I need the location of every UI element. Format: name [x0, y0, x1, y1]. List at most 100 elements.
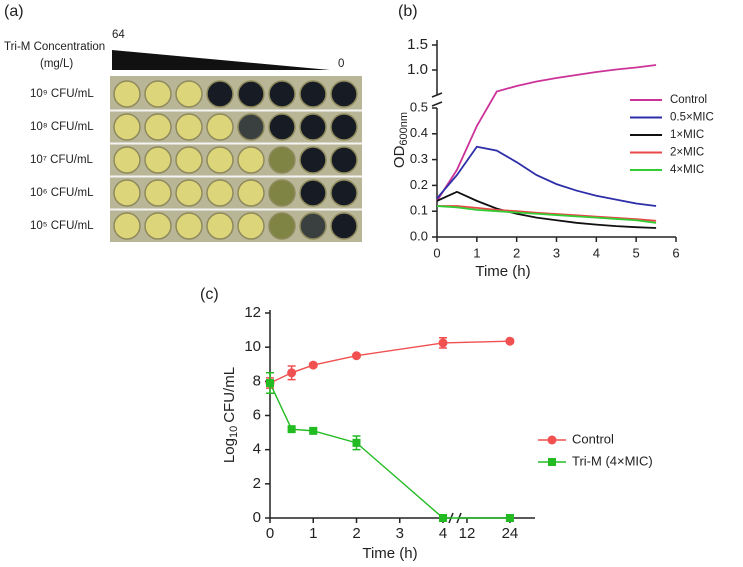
x-tick-label: 2 — [352, 525, 360, 542]
y-tick-label: 0.0 — [410, 228, 428, 243]
well — [299, 212, 327, 240]
y-axis-label-sub: 10 — [228, 426, 240, 438]
y-tick-label: 0.4 — [410, 125, 428, 140]
well — [268, 146, 296, 174]
legend-label: 2×MIC — [670, 147, 704, 159]
well — [113, 179, 141, 207]
panel-label: (a) — [4, 3, 24, 20]
well — [175, 146, 203, 174]
well — [330, 179, 358, 207]
marker — [505, 336, 515, 346]
well — [144, 146, 172, 174]
y-tick-label: 0.3 — [410, 151, 428, 166]
x-tick-label: 3 — [553, 245, 560, 260]
y-tick-label: 4 — [253, 441, 261, 458]
x-tick-label: 1 — [309, 525, 317, 542]
y-tick-label: 8 — [253, 372, 261, 389]
y-tick-label: 0.5 — [410, 99, 428, 114]
well — [113, 146, 141, 174]
gradient-wedge — [112, 50, 330, 70]
y-axis-label-sub: 600nm — [398, 112, 410, 146]
well — [175, 80, 203, 108]
y-axis-label: Log10 CFU/mL — [221, 367, 240, 463]
x-tick-label: 2 — [513, 245, 520, 260]
well — [330, 146, 358, 174]
y-tick-label: 2 — [253, 475, 261, 492]
well — [175, 179, 203, 207]
x-tick-label: 3 — [396, 525, 404, 542]
well — [113, 80, 141, 108]
well — [268, 80, 296, 108]
well — [144, 179, 172, 207]
well — [144, 212, 172, 240]
concentration-low: 0 — [338, 58, 344, 70]
marker — [438, 338, 448, 348]
well — [206, 146, 234, 174]
y-axis-label-main: Log — [221, 438, 238, 463]
well — [299, 80, 327, 108]
x-tick-label: 0 — [433, 245, 440, 260]
well — [268, 179, 296, 207]
well — [299, 146, 327, 174]
y-tick-label: 1.0 — [407, 61, 428, 78]
row-label: 10⁹ CFU/mL — [30, 88, 94, 100]
legend-marker — [548, 458, 556, 466]
y-axis-label-rest: CFU/mL — [221, 367, 238, 423]
legend-label: 1×MIC — [670, 129, 704, 141]
x-tick-label: 6 — [672, 245, 679, 260]
well — [206, 80, 234, 108]
x-tick-label: 4 — [439, 525, 447, 542]
well — [113, 113, 141, 141]
x-axis-label: Time (h) — [475, 263, 530, 280]
well — [237, 179, 265, 207]
series-line — [436, 64, 657, 202]
axis-break — [431, 101, 443, 107]
x-tick-label: 5 — [633, 245, 640, 260]
legend-label: Control — [572, 431, 614, 446]
marker — [266, 379, 274, 388]
y-tick-label: 1.5 — [407, 36, 428, 53]
concentration-high: 64 — [112, 29, 125, 41]
series-line — [437, 205, 657, 222]
row-label: 10⁵ CFU/mL — [30, 220, 94, 232]
y-tick-label: 0 — [253, 509, 261, 526]
well — [206, 179, 234, 207]
marker — [505, 514, 514, 522]
concentration-label: Tri-M Concentration — [4, 41, 105, 53]
y-tick-label: 0.1 — [410, 203, 428, 218]
well — [330, 80, 358, 108]
marker — [287, 368, 297, 378]
marker — [287, 425, 296, 434]
well — [268, 212, 296, 240]
well — [330, 212, 358, 240]
well — [237, 113, 265, 141]
marker — [439, 514, 447, 522]
legend-label: Tri-M (4×MIC) — [572, 453, 653, 468]
well — [268, 113, 296, 141]
well — [175, 212, 203, 240]
row-label: 10⁷ CFU/mL — [30, 154, 94, 166]
marker — [309, 426, 318, 435]
panel-label: (c) — [200, 286, 219, 303]
y-axis-label: OD600nm — [391, 112, 410, 168]
well — [206, 113, 234, 141]
well — [299, 179, 327, 207]
marker — [352, 438, 361, 447]
plate-wells — [110, 80, 362, 240]
axis-break — [431, 92, 443, 98]
y-tick-label: 0.2 — [410, 177, 428, 192]
well — [330, 113, 358, 141]
x-tick-label: 12 — [459, 525, 476, 542]
y-axis-label-main: OD — [391, 145, 408, 168]
well — [175, 113, 203, 141]
series-line — [269, 382, 510, 519]
well — [237, 146, 265, 174]
panel-label: (b) — [398, 3, 418, 20]
row-label: 10⁶ CFU/mL — [30, 187, 94, 199]
series-line — [269, 340, 510, 384]
x-axis-label: Time (h) — [362, 545, 417, 562]
well — [113, 212, 141, 240]
marker — [352, 351, 361, 361]
y-tick-label: 6 — [253, 406, 261, 423]
legend-label: Control — [670, 94, 707, 106]
